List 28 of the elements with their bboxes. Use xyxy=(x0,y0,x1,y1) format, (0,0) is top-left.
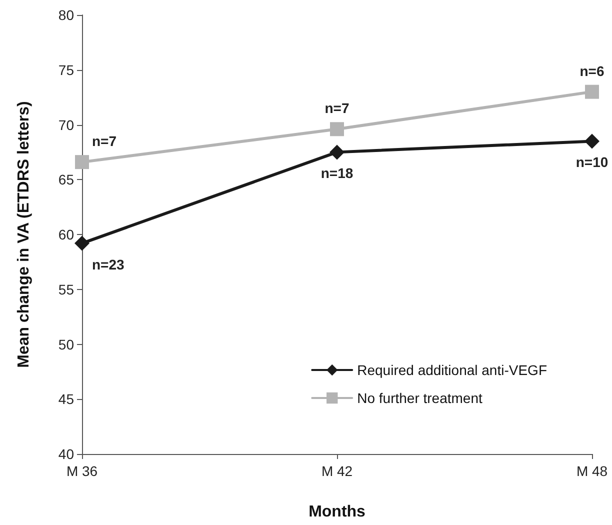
point xyxy=(584,134,600,149)
y-tick-label: 40 xyxy=(58,446,74,462)
annotation: n=23 xyxy=(92,256,125,272)
annotation: n=7 xyxy=(324,100,350,116)
y-tick-label: 80 xyxy=(58,7,74,23)
point xyxy=(74,236,90,251)
annotation: n=7 xyxy=(92,133,117,150)
x-tick-label: M 48 xyxy=(576,463,608,479)
point xyxy=(330,122,344,136)
y-tick-label: 65 xyxy=(58,172,74,188)
x-axis-title: Months xyxy=(308,504,366,520)
point xyxy=(75,155,89,170)
legend-label: Required additional anti-VEGF xyxy=(357,362,548,378)
legend-label: No further treatment xyxy=(357,390,483,406)
y-tick-label: 75 xyxy=(58,62,74,78)
y-tick-label: 60 xyxy=(58,226,74,242)
y-tick-label: 70 xyxy=(58,116,74,133)
y-tick-label: 45 xyxy=(58,391,74,408)
y-tick-label: 50 xyxy=(58,336,74,352)
point xyxy=(585,84,599,99)
y-axis-title: Mean change in VA (ETDRS letters) xyxy=(16,101,32,368)
x-tick-label: M 42 xyxy=(321,463,353,479)
annotation: n=10 xyxy=(576,154,608,170)
point xyxy=(330,144,344,160)
x-tick-label: M 36 xyxy=(66,463,98,479)
annotation: n=18 xyxy=(320,165,354,182)
annotation: n=6 xyxy=(580,62,604,79)
y-tick-label: 55 xyxy=(58,281,74,298)
